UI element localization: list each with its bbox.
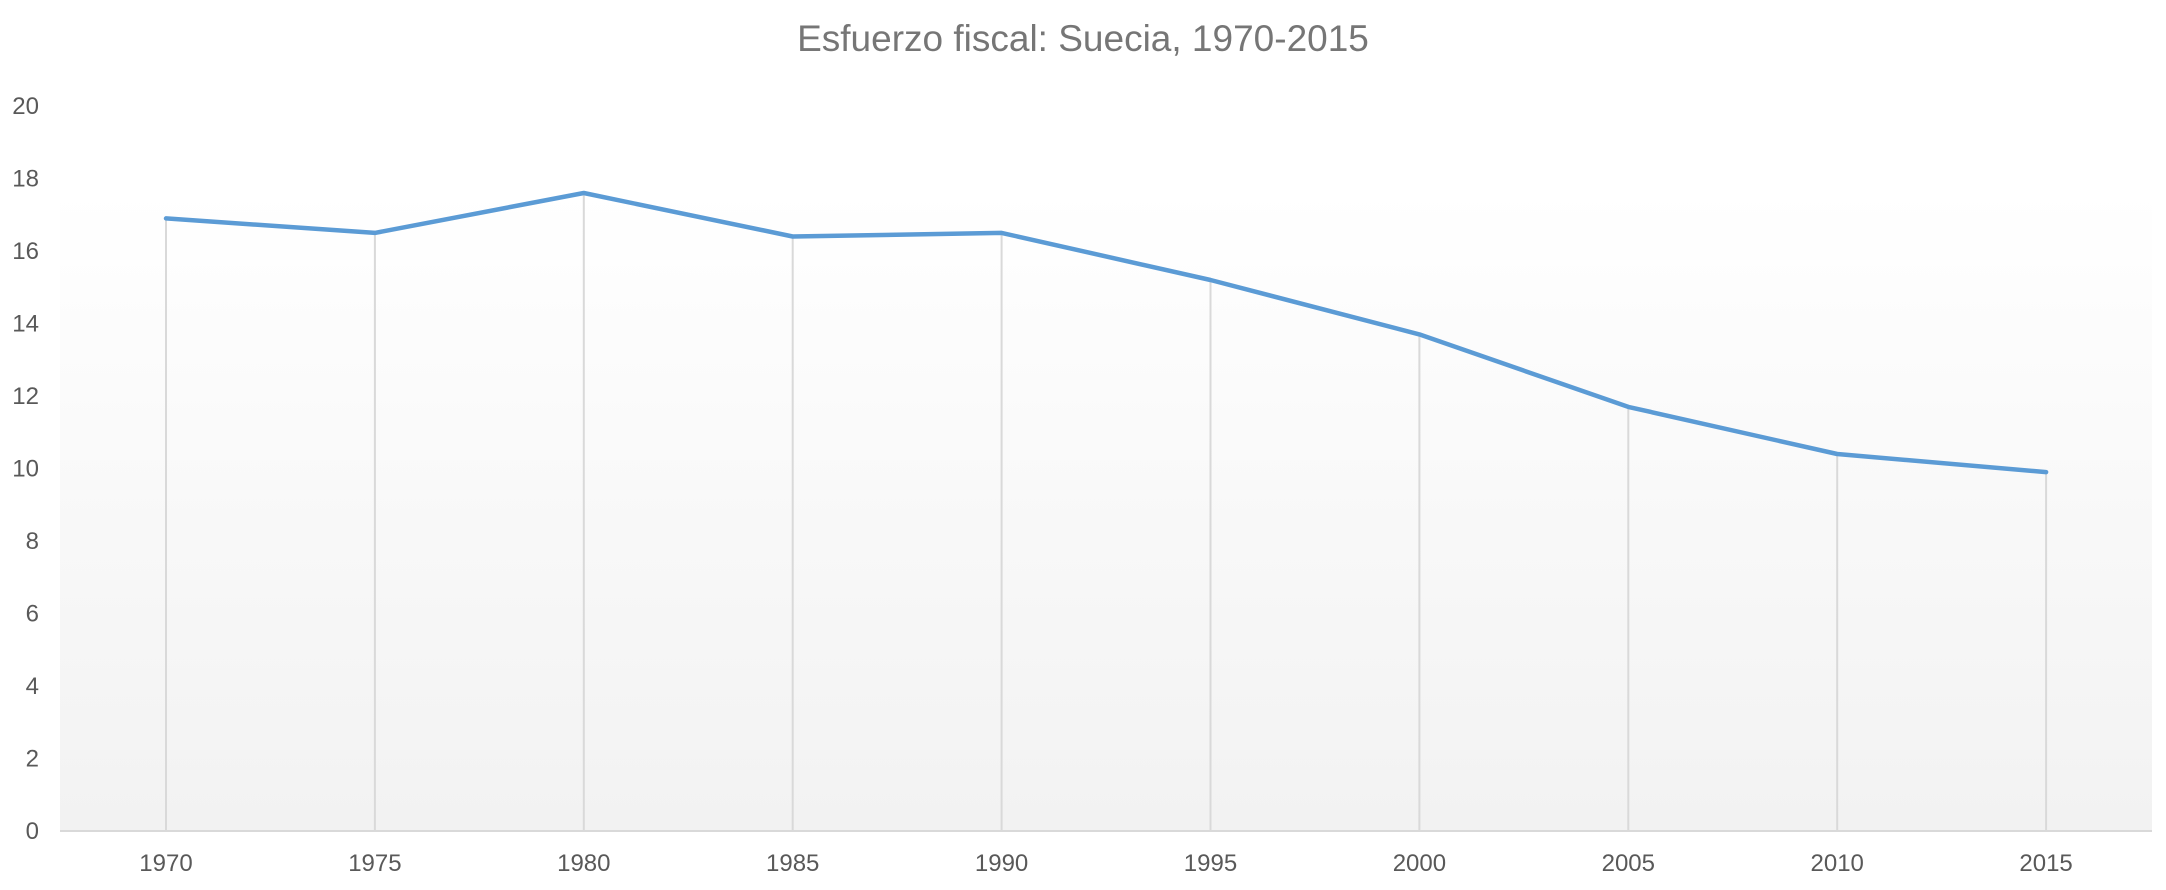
y-tick-label: 12 (12, 383, 39, 410)
y-tick-label: 18 (12, 166, 39, 193)
y-axis: 0 2 4 6 8 10 12 14 16 18 20 (12, 93, 39, 845)
chart-title: Esfuerzo fiscal: Suecia, 1970-2015 (797, 18, 1369, 59)
y-tick-label: 20 (12, 93, 39, 120)
series-line-esfuerzo-fiscal (163, 190, 2049, 475)
x-tick-label: 2010 (1811, 850, 1864, 877)
x-tick-label: 2005 (1602, 850, 1655, 877)
y-tick-label: 4 (26, 673, 39, 700)
x-tick-label: 2000 (1393, 850, 1446, 877)
x-tick-label: 1990 (975, 850, 1028, 877)
y-tick-label: 6 (26, 601, 39, 628)
y-tick-label: 0 (26, 818, 39, 845)
y-tick-label: 2 (26, 746, 39, 773)
y-tick-label: 16 (12, 238, 39, 265)
y-tick-label: 8 (26, 528, 39, 555)
y-tick-label: 10 (12, 456, 39, 483)
x-tick-label: 1970 (139, 850, 192, 877)
drop-lines (165, 193, 2048, 831)
y-tick-label: 14 (12, 311, 39, 338)
x-axis: 1970 1975 1980 1985 1990 1995 2000 2005 2010 2015 (139, 850, 2072, 877)
x-tick-label: 1975 (348, 850, 401, 877)
x-tick-label: 1985 (766, 850, 819, 877)
x-tick-label: 2015 (2019, 850, 2072, 877)
x-tick-label: 1980 (557, 850, 610, 877)
x-tick-label: 1995 (1184, 850, 1237, 877)
plot-area (60, 190, 2152, 831)
